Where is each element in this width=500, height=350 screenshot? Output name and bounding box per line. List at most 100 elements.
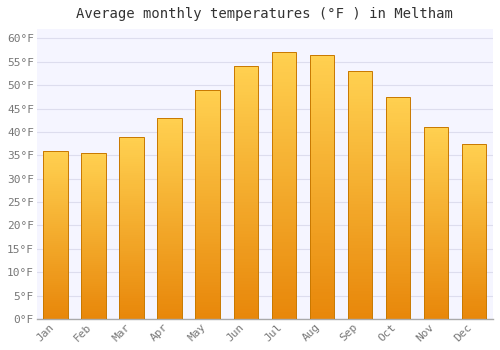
Bar (386, 116, 410, 119)
Bar (272, 262, 296, 266)
Bar (424, 127, 448, 319)
Bar (82, 228, 106, 230)
Bar (234, 126, 258, 130)
Bar (234, 265, 258, 268)
Bar (310, 217, 334, 220)
Bar (82, 294, 106, 296)
Bar (386, 113, 410, 116)
Bar (82, 190, 106, 192)
Bar (158, 148, 182, 150)
Bar (424, 235, 448, 237)
Bar (272, 249, 296, 252)
Bar (234, 183, 258, 186)
Bar (158, 176, 182, 178)
Bar (120, 196, 144, 198)
Bar (120, 144, 144, 146)
Bar (44, 205, 68, 208)
Bar (82, 219, 106, 222)
Bar (462, 256, 486, 258)
Bar (310, 58, 334, 61)
Bar (158, 181, 182, 183)
Bar (424, 177, 448, 180)
Bar (158, 218, 182, 221)
Bar (196, 196, 220, 199)
Bar (424, 293, 448, 295)
Bar (196, 224, 220, 227)
Bar (82, 296, 106, 298)
Bar (462, 178, 486, 181)
Bar (120, 203, 144, 205)
Bar (462, 152, 486, 155)
Bar (462, 301, 486, 303)
Bar (424, 158, 448, 161)
Bar (386, 149, 410, 152)
Bar (272, 92, 296, 96)
Bar (44, 208, 68, 210)
Bar (348, 279, 372, 282)
Bar (272, 139, 296, 142)
Bar (272, 292, 296, 295)
Bar (82, 178, 106, 180)
Bar (348, 93, 372, 96)
Bar (310, 197, 334, 200)
Bar (158, 186, 182, 188)
Bar (424, 281, 448, 283)
Bar (158, 294, 182, 296)
Bar (234, 98, 258, 101)
Bar (462, 170, 486, 172)
Bar (120, 194, 144, 196)
Bar (82, 281, 106, 284)
Bar (386, 219, 410, 222)
Bar (44, 161, 68, 163)
Bar (386, 277, 410, 280)
Bar (386, 300, 410, 302)
Bar (82, 188, 106, 190)
Bar (348, 303, 372, 307)
Bar (158, 271, 182, 274)
Bar (272, 119, 296, 122)
Bar (348, 313, 372, 316)
Bar (120, 294, 144, 296)
Bar (44, 258, 68, 260)
Bar (272, 62, 296, 66)
Bar (348, 260, 372, 263)
Bar (44, 212, 68, 214)
Bar (462, 233, 486, 236)
Bar (234, 278, 258, 281)
Bar (196, 184, 220, 187)
Bar (348, 300, 372, 303)
Bar (462, 299, 486, 301)
Bar (158, 304, 182, 306)
Bar (462, 317, 486, 319)
Bar (310, 187, 334, 190)
Bar (120, 289, 144, 292)
Bar (196, 144, 220, 147)
Bar (120, 292, 144, 294)
Bar (82, 298, 106, 300)
Bar (234, 189, 258, 193)
Bar (272, 209, 296, 212)
Bar (386, 180, 410, 183)
Bar (462, 260, 486, 262)
Bar (82, 163, 106, 166)
Bar (462, 201, 486, 203)
Bar (234, 66, 258, 70)
Bar (424, 127, 448, 130)
Bar (234, 306, 258, 309)
Bar (386, 194, 410, 197)
Bar (348, 192, 372, 195)
Bar (386, 139, 410, 141)
Bar (44, 252, 68, 254)
Bar (158, 229, 182, 231)
Bar (82, 211, 106, 213)
Bar (82, 217, 106, 219)
Bar (272, 239, 296, 242)
Bar (310, 299, 334, 302)
Bar (310, 104, 334, 107)
Bar (120, 273, 144, 275)
Bar (120, 248, 144, 251)
Bar (462, 190, 486, 192)
Bar (234, 101, 258, 104)
Bar (386, 158, 410, 161)
Bar (424, 187, 448, 189)
